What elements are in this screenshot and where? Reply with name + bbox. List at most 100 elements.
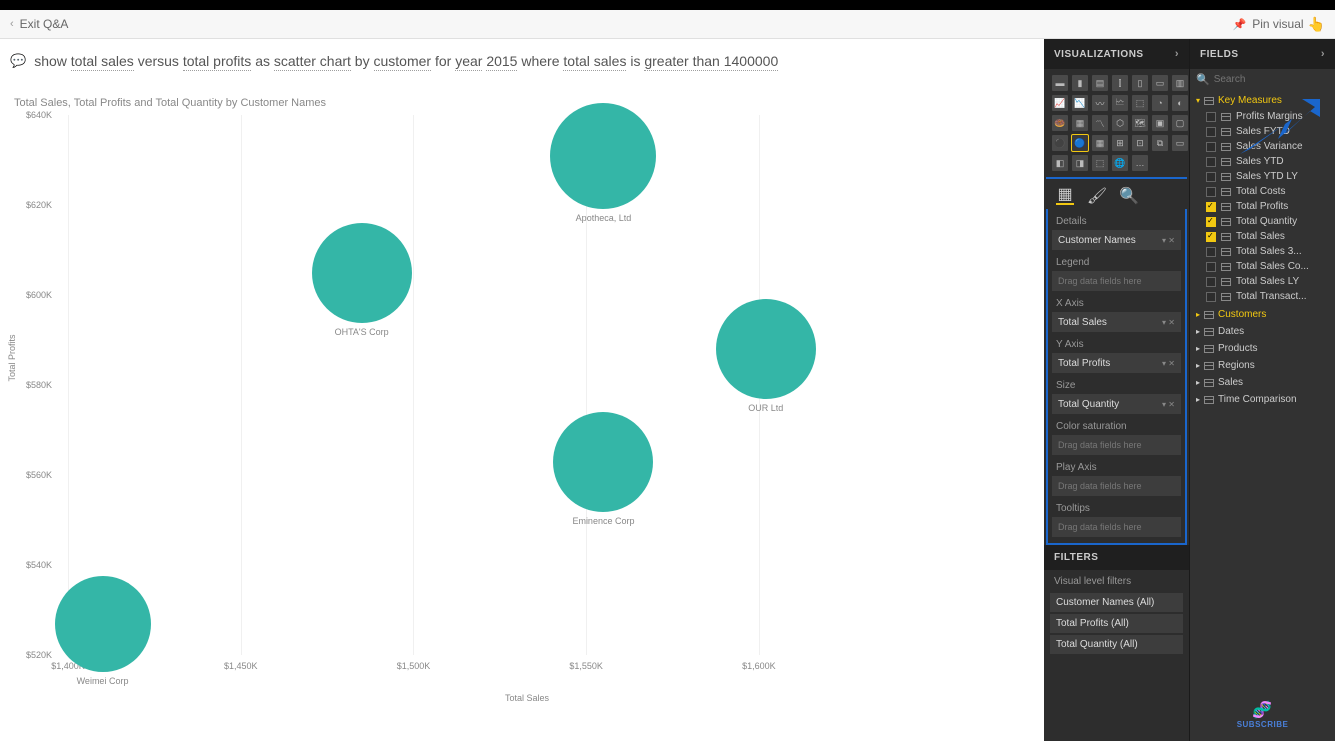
filter-item[interactable]: Total Quantity (All) bbox=[1050, 635, 1183, 654]
checkbox[interactable] bbox=[1206, 112, 1216, 122]
checkbox[interactable] bbox=[1206, 262, 1216, 272]
field-item[interactable]: Profits Margins bbox=[1190, 109, 1335, 124]
field-item[interactable]: Total Sales Co... bbox=[1190, 259, 1335, 274]
viz-type-icon[interactable]: 📉 bbox=[1072, 95, 1088, 111]
table-group[interactable]: ▸Customers bbox=[1190, 306, 1335, 323]
field-item[interactable]: Total Profits bbox=[1190, 199, 1335, 214]
measure-icon bbox=[1221, 188, 1231, 196]
data-point[interactable] bbox=[550, 103, 656, 209]
field-item[interactable]: Sales FYTD bbox=[1190, 124, 1335, 139]
viz-type-icon[interactable]: ⬚ bbox=[1092, 155, 1108, 171]
table-key-measures[interactable]: ▾ Key Measures bbox=[1190, 92, 1335, 109]
viz-type-icon[interactable]: ▮ bbox=[1072, 75, 1088, 91]
field-well[interactable]: Total Sales▾ ✕ bbox=[1052, 312, 1181, 332]
viz-type-icon[interactable]: ▭ bbox=[1152, 75, 1168, 91]
data-label: Apotheca, Ltd bbox=[576, 213, 632, 223]
checkbox[interactable] bbox=[1206, 217, 1216, 227]
field-item[interactable]: Total Costs bbox=[1190, 184, 1335, 199]
viz-type-icon[interactable]: ◧ bbox=[1052, 155, 1068, 171]
field-item[interactable]: Total Sales LY bbox=[1190, 274, 1335, 289]
checkbox[interactable] bbox=[1206, 232, 1216, 242]
checkbox[interactable] bbox=[1206, 172, 1216, 182]
field-well[interactable]: Drag data fields here bbox=[1052, 271, 1181, 291]
viz-type-icon[interactable]: ▬ bbox=[1052, 75, 1068, 91]
field-item[interactable]: Total Sales 3... bbox=[1190, 244, 1335, 259]
format-tab-icon[interactable]: 🖌 bbox=[1088, 187, 1106, 205]
viz-type-icon[interactable]: ▭ bbox=[1172, 135, 1188, 151]
fields-tab-icon[interactable]: ▦ bbox=[1056, 187, 1074, 205]
checkbox[interactable] bbox=[1206, 142, 1216, 152]
y-axis-label: Total Profits bbox=[7, 334, 17, 381]
viz-type-icon[interactable]: … bbox=[1132, 155, 1148, 171]
viz-type-icon[interactable]: ⊡ bbox=[1132, 135, 1148, 151]
viz-type-icon[interactable]: ⚫ bbox=[1052, 135, 1068, 151]
table-group[interactable]: ▸Dates bbox=[1190, 323, 1335, 340]
viz-type-icon[interactable]: ▦ bbox=[1092, 135, 1108, 151]
field-item[interactable]: Total Quantity bbox=[1190, 214, 1335, 229]
viz-type-icon[interactable]: 📈 bbox=[1052, 95, 1068, 111]
filters-header[interactable]: FILTERS bbox=[1044, 545, 1189, 570]
field-well[interactable]: Total Quantity▾ ✕ bbox=[1052, 394, 1181, 414]
analytics-tab-icon[interactable]: 🔍 bbox=[1120, 187, 1138, 205]
viz-type-icon[interactable]: ◨ bbox=[1072, 155, 1088, 171]
viz-type-icon[interactable]: ▥ bbox=[1172, 75, 1188, 91]
field-well[interactable]: Drag data fields here bbox=[1052, 476, 1181, 496]
viz-type-icon[interactable]: ▯ bbox=[1132, 75, 1148, 91]
viz-type-icon[interactable]: 🔵 bbox=[1072, 135, 1088, 151]
filter-item[interactable]: Total Profits (All) bbox=[1050, 614, 1183, 633]
viz-type-icon[interactable]: 〽 bbox=[1092, 115, 1108, 131]
viz-type-icon[interactable]: ▢ bbox=[1172, 115, 1188, 131]
field-well[interactable]: Total Profits▾ ✕ bbox=[1052, 353, 1181, 373]
table-group[interactable]: ▸Products bbox=[1190, 340, 1335, 357]
viz-type-icon[interactable]: ▣ bbox=[1152, 115, 1168, 131]
viz-type-icon[interactable]: 🗠 bbox=[1112, 95, 1128, 111]
checkbox[interactable] bbox=[1206, 247, 1216, 257]
viz-type-icon[interactable]: ▤ bbox=[1092, 75, 1108, 91]
field-wells: DetailsCustomer Names▾ ✕LegendDrag data … bbox=[1046, 209, 1187, 545]
viz-type-icon[interactable]: ⊞ bbox=[1112, 135, 1128, 151]
field-well[interactable]: Drag data fields here bbox=[1052, 435, 1181, 455]
viz-type-icon[interactable]: 🌐 bbox=[1112, 155, 1128, 171]
viz-type-icon[interactable]: 🗺 bbox=[1132, 115, 1148, 131]
field-item[interactable]: Sales Variance bbox=[1190, 139, 1335, 154]
field-well[interactable]: Drag data fields here bbox=[1052, 517, 1181, 537]
search-input[interactable] bbox=[1214, 74, 1294, 85]
scatter-chart[interactable]: Total Profits $640K$620K$600K$580K$560K$… bbox=[20, 115, 1034, 685]
pin-visual-button[interactable]: 📌 Pin visual 👆 bbox=[1233, 16, 1326, 33]
exit-qna-button[interactable]: ‹ Exit Q&A bbox=[10, 17, 68, 31]
viz-type-icon[interactable]: ◐ bbox=[1172, 95, 1188, 111]
data-point[interactable] bbox=[55, 576, 151, 672]
fields-search[interactable]: 🔍 bbox=[1190, 69, 1335, 90]
checkbox[interactable] bbox=[1206, 202, 1216, 212]
table-group[interactable]: ▸Regions bbox=[1190, 357, 1335, 374]
data-point[interactable] bbox=[716, 299, 816, 399]
viz-type-icon[interactable]: ⬡ bbox=[1112, 115, 1128, 131]
viz-type-icon[interactable]: 〰 bbox=[1092, 95, 1108, 111]
checkbox[interactable] bbox=[1206, 127, 1216, 137]
data-point[interactable] bbox=[312, 223, 412, 323]
well-label: Color saturation bbox=[1048, 414, 1185, 435]
table-group[interactable]: ▸Sales bbox=[1190, 374, 1335, 391]
field-item[interactable]: Sales YTD LY bbox=[1190, 169, 1335, 184]
viz-type-icon[interactable]: ⧉ bbox=[1152, 135, 1168, 151]
field-item[interactable]: Sales YTD bbox=[1190, 154, 1335, 169]
viz-header[interactable]: VISUALIZATIONS › bbox=[1044, 39, 1189, 69]
table-group[interactable]: ▸Time Comparison bbox=[1190, 391, 1335, 408]
viz-type-icon[interactable]: ◔ bbox=[1152, 95, 1168, 111]
viz-type-icon[interactable]: ⬚ bbox=[1132, 95, 1148, 111]
field-item[interactable]: Total Transact... bbox=[1190, 289, 1335, 304]
field-item[interactable]: Total Sales bbox=[1190, 229, 1335, 244]
filter-item[interactable]: Customer Names (All) bbox=[1050, 593, 1183, 612]
checkbox[interactable] bbox=[1206, 292, 1216, 302]
viz-type-icon[interactable]: 🍩 bbox=[1052, 115, 1068, 131]
checkbox[interactable] bbox=[1206, 277, 1216, 287]
viz-type-icon[interactable]: ▦ bbox=[1072, 115, 1088, 131]
field-well[interactable]: Customer Names▾ ✕ bbox=[1052, 230, 1181, 250]
qna-query[interactable]: 💬 show total sales versus total profits … bbox=[10, 53, 1034, 69]
chart-title: Total Sales, Total Profits and Total Qua… bbox=[14, 97, 1034, 109]
checkbox[interactable] bbox=[1206, 157, 1216, 167]
data-point[interactable] bbox=[553, 412, 653, 512]
viz-type-icon[interactable]: ⫿ bbox=[1112, 75, 1128, 91]
checkbox[interactable] bbox=[1206, 187, 1216, 197]
fields-header[interactable]: FIELDS › bbox=[1190, 39, 1335, 69]
